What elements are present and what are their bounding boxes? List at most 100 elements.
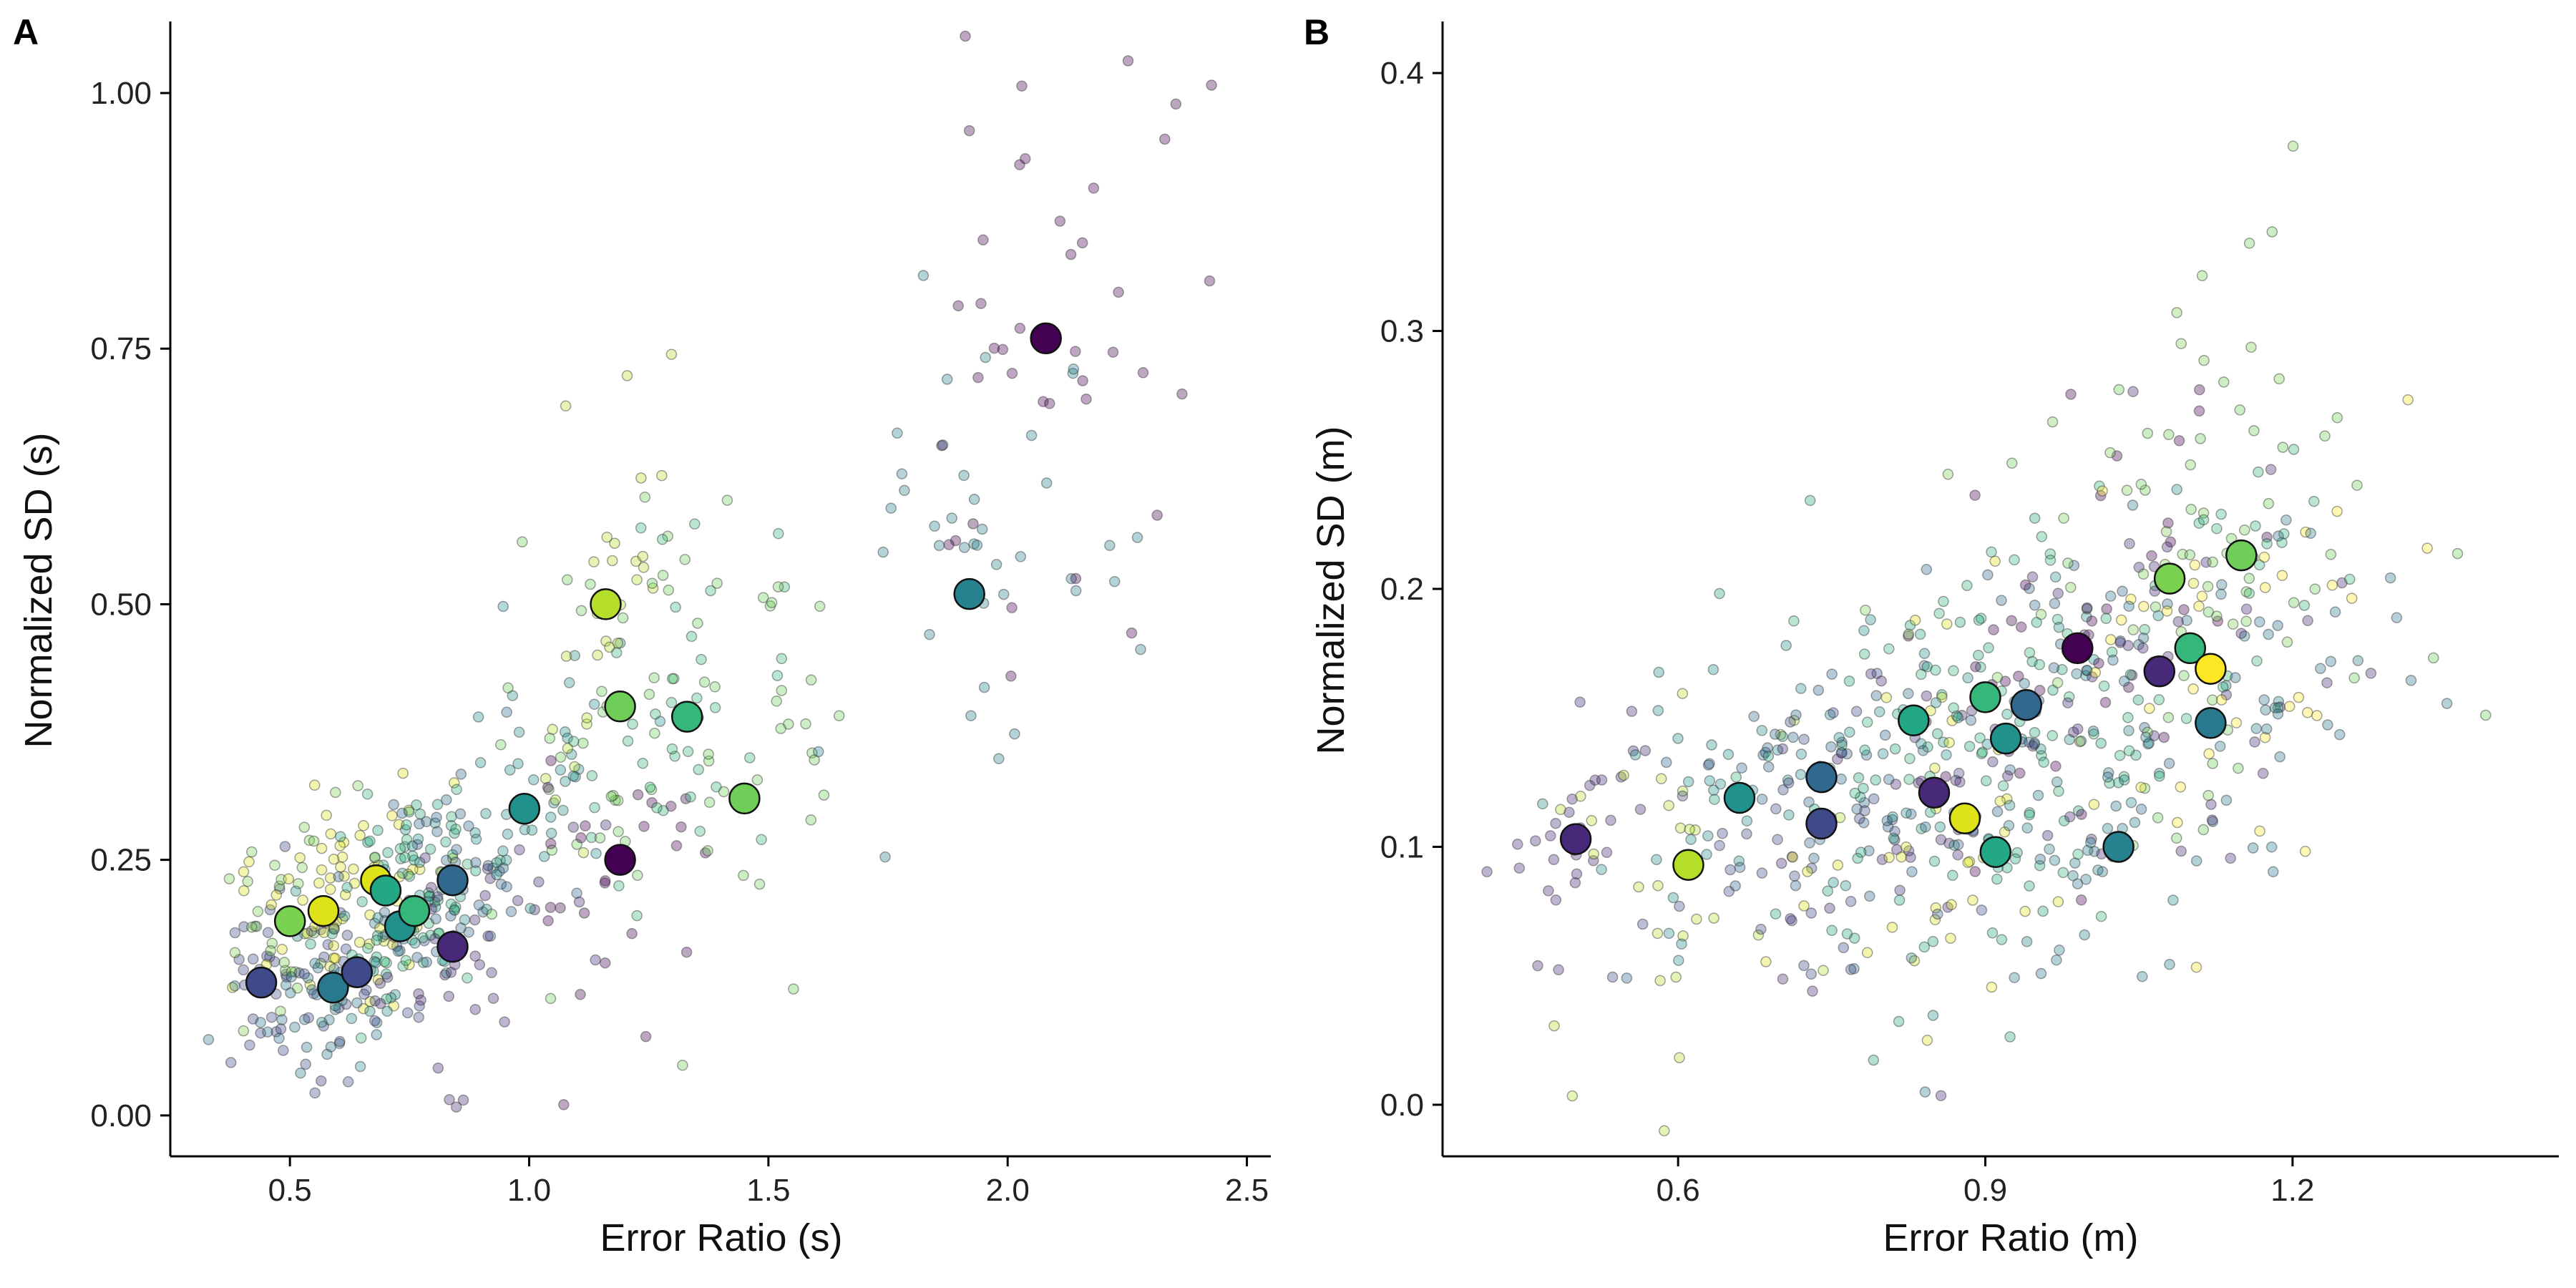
panel-b-data-point: [2163, 758, 2175, 769]
panel-b-data-point: [1953, 768, 1965, 779]
panel-a-data-point: [968, 494, 980, 505]
panel-b-data-point: [1537, 798, 1548, 810]
panel-b-data-point: [1903, 845, 1915, 857]
panel-b-data-point: [2052, 896, 2064, 907]
panel-a-data-point: [1068, 364, 1080, 375]
panel-a-data-point: [588, 556, 600, 567]
panel-b-data-point: [2137, 970, 2148, 982]
panel-b-data-point: [2071, 668, 2082, 680]
panel-b-data-point: [1596, 774, 1608, 786]
panel-b-data-point: [1983, 642, 1994, 654]
panel-a-data-point: [250, 920, 263, 932]
panel-b-data-point: [2193, 517, 2205, 529]
panel-b-data-point: [1929, 762, 1941, 774]
panel-a-data-point: [369, 955, 381, 967]
panel-a-data-point: [613, 880, 625, 892]
panel-a-data-point: [501, 706, 512, 718]
panel-b-data-point: [2132, 694, 2145, 706]
panel-a-data-point: [429, 901, 441, 913]
panel-b-data-point: [1973, 649, 1984, 661]
panel-b-data-point: [2245, 341, 2257, 353]
panel-b-data-point: [1655, 773, 1667, 785]
panel-b-data-point: [1769, 728, 1781, 740]
panel-a-data-point: [330, 786, 341, 799]
panel-a-data-point: [976, 523, 988, 535]
panel-a-data-point: [371, 1029, 382, 1040]
panel-b-data-point: [1915, 738, 1927, 750]
panel-b-data-point: [1940, 771, 1951, 783]
panel-b-data-point: [2097, 485, 2108, 497]
panel-b-y-tick-label: 0.2: [1380, 572, 1424, 607]
panel-a-data-point: [274, 883, 286, 895]
panel-b-data-point: [1704, 758, 1715, 769]
panel-a-data-point: [550, 794, 562, 806]
panel-b-data-point: [2196, 270, 2208, 282]
panel-b-data-point: [2480, 709, 2492, 721]
panel-b-data-point: [1860, 749, 1873, 761]
panel-b-data-point: [2095, 737, 2107, 749]
panel-b-data-point: [1835, 747, 1847, 758]
panel-a-data-point: [487, 862, 499, 874]
panel-a-data-point: [1151, 509, 1163, 521]
panel-b-data-point: [1865, 614, 1876, 625]
panel-b-data-point: [1930, 902, 1942, 914]
panel-a-data-point: [612, 794, 624, 806]
panel-b-data-point: [2089, 846, 2100, 857]
panel-b-data-point: [2172, 816, 2183, 829]
panel-a-data-point: [381, 993, 392, 1005]
panel-b-data-point: [2100, 613, 2112, 625]
panel-a-data-point: [454, 808, 467, 820]
panel-b-data-point: [2185, 504, 2197, 515]
panel-b-data-point: [2336, 577, 2348, 589]
panel-a-data-point: [409, 937, 421, 949]
panel-a-data-point: [339, 889, 351, 901]
panel-b-data-point: [1905, 808, 1917, 820]
panel-a-data-point: [517, 536, 528, 548]
panel-b-data-point: [1887, 811, 1898, 823]
panel-b-mean-point: [2143, 655, 2176, 688]
panel-b-mean-point: [1898, 704, 1930, 737]
panel-a-data-point: [621, 370, 633, 381]
panel-b-data-point: [1963, 856, 1976, 867]
panel-a-data-point: [325, 1041, 337, 1053]
panel-b-data-point: [2351, 479, 2363, 491]
panel-b-data-point: [1798, 900, 1810, 912]
panel-a-data-point: [324, 884, 336, 895]
panel-a-data-point: [414, 1000, 425, 1012]
panel-b-data-point: [2102, 771, 2114, 783]
panel-b-data-point: [1859, 744, 1870, 756]
panel-b-data-point: [2034, 859, 2046, 872]
panel-b-data-point: [1934, 821, 1946, 833]
panel-a-mean-point: [436, 930, 469, 963]
panel-a-data-point: [560, 650, 572, 662]
panel-b-data-point: [2031, 617, 2042, 628]
panel-a-data-point: [670, 601, 681, 613]
panel-a-data-point: [409, 854, 420, 866]
panel-a-data-point: [352, 780, 364, 791]
panel-b-data-point: [1770, 803, 1782, 815]
panel-b-data-point: [2402, 394, 2414, 406]
panel-a-data-point: [429, 896, 441, 908]
panel-a-mean-point: [245, 966, 278, 999]
panel-a-data-point: [306, 925, 318, 937]
panel-a-data-point: [757, 592, 769, 603]
panel-a-data-point: [262, 927, 274, 938]
panel-a-data-point: [371, 951, 383, 963]
panel-b-data-point: [2240, 586, 2253, 597]
panel-a-data-point: [447, 852, 459, 864]
panel-a-data-point: [371, 930, 384, 942]
panel-a-data-point: [474, 959, 486, 970]
panel-b-data-point: [1777, 731, 1788, 743]
panel-b-data-point: [1952, 839, 1964, 851]
panel-a-data-point: [679, 554, 691, 565]
panel-a-data-point: [389, 989, 401, 1000]
panel-a-data-point: [567, 736, 580, 747]
panel-b-data-point: [2074, 736, 2086, 748]
panel-b-data-point: [1670, 971, 1682, 983]
panel-a-data-point: [316, 1016, 328, 1028]
panel-a-data-point: [270, 1026, 282, 1038]
panel-b-data-point: [2321, 677, 2333, 688]
panel-a-data-point: [286, 971, 297, 982]
panel-a-data-point: [308, 835, 320, 847]
panel-a-data-point: [406, 840, 419, 852]
